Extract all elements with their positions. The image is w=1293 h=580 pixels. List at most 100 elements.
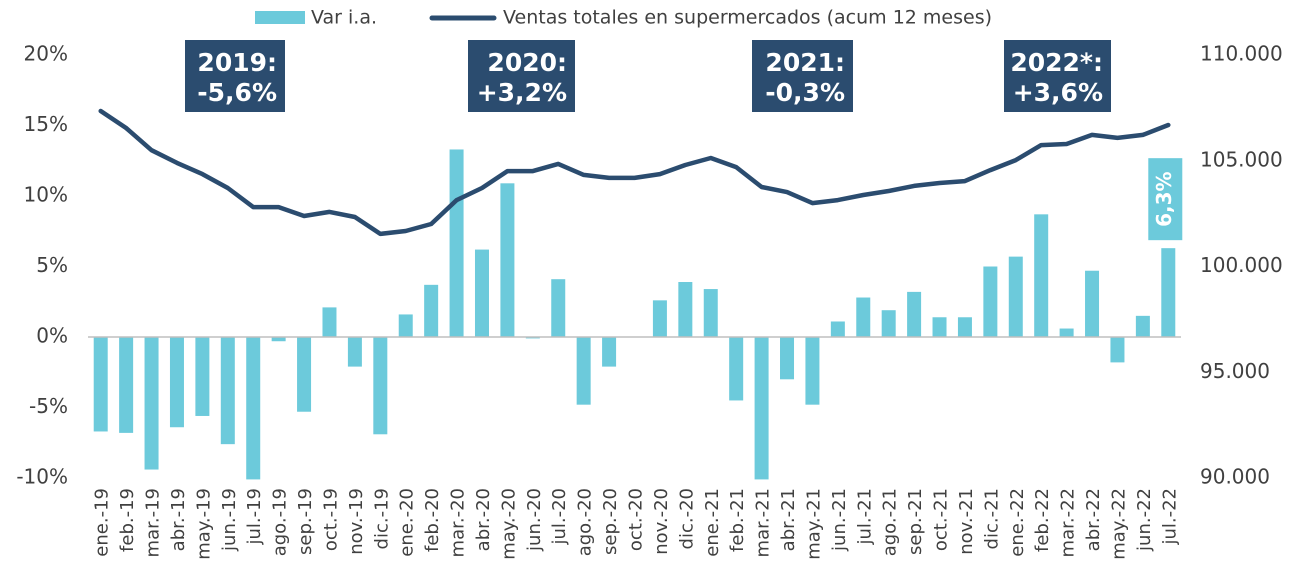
bar [297,337,312,412]
x-tick-label: abr.-20 [473,488,494,551]
x-tick-label: feb.-20 [422,488,443,552]
bar [119,337,134,433]
legend-label: Ventas totales en supermercados (acum 12… [503,7,992,29]
annotation-text: -5,6% [197,78,277,107]
bar [678,282,693,337]
x-tick-label: may.-21 [803,488,824,560]
x-tick-label: mar.-21 [753,488,774,557]
bar [398,314,413,337]
x-tick-label: ago.-21 [880,488,901,556]
bar [1085,270,1100,337]
x-tick-label: ene.-20 [397,488,418,557]
x-tick-label: jul.-19 [244,488,265,546]
x-tick-label: feb.-19 [117,488,138,552]
bar [1110,337,1125,363]
bar [373,337,388,435]
bar [347,337,362,367]
legend-swatch-bar [255,11,305,24]
bar [144,337,159,470]
bar [474,249,489,337]
bar [220,337,235,445]
bar [246,337,261,480]
annotation-text: 2020: [487,48,567,77]
x-tick-label: mar.-22 [1058,488,1079,557]
bar [932,317,947,337]
bar [93,337,108,432]
x-tick-label: may.-19 [193,488,214,560]
x-tick-label: nov.-20 [651,488,672,555]
x-tick-label: abr.-21 [778,488,799,551]
bar [551,279,566,337]
x-tick-label: mar.-20 [448,488,469,557]
x-tick-label: oct.-21 [931,488,952,551]
x-tick-label: jun.-19 [219,488,240,552]
y2-tick-label: 95.000 [1200,359,1270,383]
x-tick-label: dic.-20 [676,488,697,549]
x-tick-label: jul.-20 [549,488,570,546]
bar [780,337,795,380]
x-tick-label: ene.-21 [702,488,723,557]
data-label: 6,3% [1152,171,1176,226]
y-tick-label: 10% [24,183,68,207]
annotation-text: 2021: [765,48,845,77]
x-tick-label: dic.-21 [981,488,1002,549]
x-tick-label: jun.-22 [1134,488,1155,552]
bar [729,337,744,401]
annotation-text: -0,3% [765,78,845,107]
x-tick-label: sep.-21 [905,488,926,555]
x-tick-label: ene.-19 [92,488,113,557]
y-tick-label: 0% [36,324,68,348]
bar [652,300,667,337]
y-tick-label: -5% [29,394,68,418]
x-tick-label: ene.-22 [1007,488,1028,557]
annotation-box [468,40,575,112]
bar [1008,256,1023,337]
y-tick-label: 20% [24,42,68,66]
x-tick-label: feb.-22 [1032,488,1053,552]
y-tick-label: -10% [16,465,68,489]
bar [195,337,210,416]
x-tick-label: feb.-21 [727,488,748,552]
y2-tick-label: 110.000 [1200,42,1283,66]
x-tick-label: mar.-19 [143,488,164,557]
x-tick-label: dic.-19 [371,488,392,549]
x-tick-label: abr.-19 [168,488,189,551]
annotation-box [752,40,853,112]
annotation-text: +3,2% [477,78,567,107]
bar [271,337,286,342]
x-tick-label: jun.-21 [829,488,850,552]
x-tick-label: nov.-21 [956,488,977,555]
bar [957,317,972,337]
x-tick-label: sep.-19 [295,488,316,555]
bar [1059,328,1074,337]
bar [322,307,337,337]
y-tick-label: 15% [24,112,68,136]
bar [856,297,871,337]
bar [805,337,820,405]
line-series [98,108,1171,237]
annotation-text: +3,6% [1013,78,1103,107]
x-tick-label: jul.-21 [854,488,875,546]
annotation-text: 2019: [197,48,277,77]
x-tick-label: abr.-22 [1083,488,1104,551]
y-tick-label: 5% [36,253,68,277]
x-tick-label: oct.-20 [626,488,647,551]
bar [1161,248,1176,337]
annotation-box [185,40,285,112]
x-tick-label: may.-20 [498,488,519,560]
bar [169,337,184,428]
bar [907,291,922,337]
y2-tick-label: 90.000 [1200,465,1270,489]
x-tick-label: may.-22 [1108,488,1129,560]
x-tick-label: nov.-19 [346,488,367,555]
y2-tick-label: 100.000 [1200,253,1283,277]
bar [1135,315,1150,337]
bar [1034,214,1049,337]
x-tick-label: ago.-19 [270,488,291,556]
bar [424,284,439,337]
bar [881,310,896,337]
bar [754,337,769,480]
x-tick-label: sep.-20 [600,488,621,555]
annotation-text: 2022*: [1010,48,1103,77]
